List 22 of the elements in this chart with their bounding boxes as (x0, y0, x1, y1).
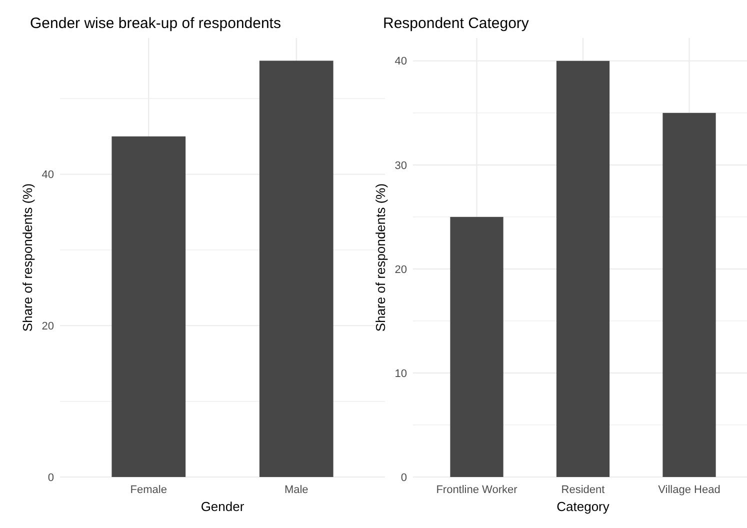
bar (662, 112, 716, 477)
y-tick-label: 30 (394, 160, 407, 172)
x-tick-label: Frontline Worker (436, 484, 518, 496)
y-tick-label: 40 (42, 169, 54, 182)
y-tick-label: 20 (394, 264, 407, 276)
x-tick-label: Female (130, 484, 167, 496)
x-tick-label: Village Head (658, 484, 720, 496)
chart-title: Gender wise break-up of respondents (30, 15, 281, 32)
y-tick-label: 0 (400, 472, 407, 484)
y-tick-label: 20 (42, 320, 54, 332)
x-axis-title: Category (556, 499, 610, 514)
y-tick-label: 10 (394, 368, 407, 380)
bar (556, 60, 610, 477)
x-tick-label: Resident (561, 484, 605, 496)
x-axis-title: Gender (200, 499, 245, 514)
y-tick-label: 40 (394, 56, 407, 68)
bar (450, 216, 504, 477)
y-tick-label: 0 (48, 472, 54, 484)
y-axis-title: Share of respondents (%) (20, 183, 35, 332)
chart-title: Respondent Category (383, 15, 530, 32)
y-axis-title: Share of respondents (%) (373, 183, 388, 332)
x-tick-label: Male (284, 484, 308, 496)
